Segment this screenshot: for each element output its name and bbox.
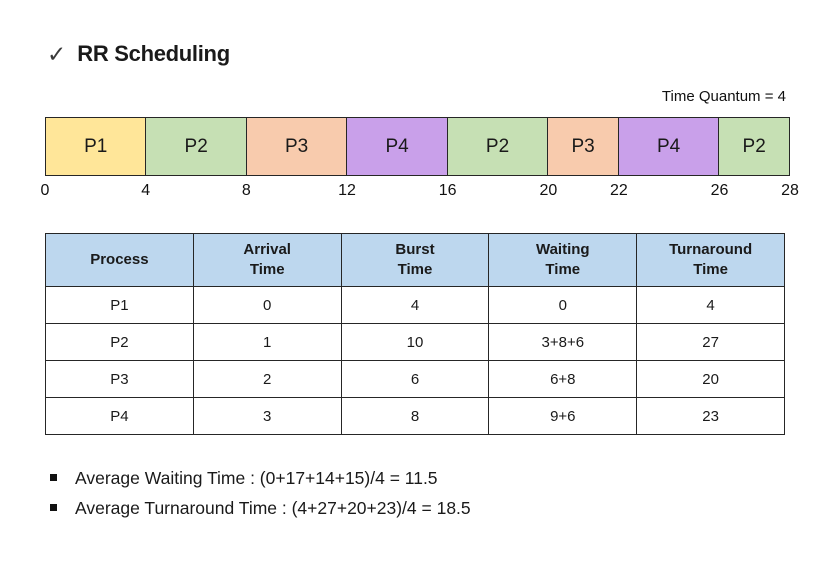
table-row: P3 2 6 6+8 20	[45, 360, 785, 398]
timeline-tick-16: 16	[438, 182, 457, 199]
table-cell: 9+6	[488, 397, 638, 435]
gantt-timeline: 0 4 8 12 16 20 22 26 28	[41, 182, 799, 204]
checkmark-icon: ✓	[47, 40, 67, 67]
table-header-cell: Burst Time	[340, 233, 490, 287]
gantt-segment-p2-4: P2	[447, 118, 549, 175]
gantt-segment-p2-1: P2	[146, 118, 247, 175]
timeline-tick-26: 26	[710, 182, 729, 199]
summary-bullets: Average Waiting Time : (0+17+14+15)/4 = …	[49, 466, 471, 527]
page-title: ✓ RR Scheduling	[47, 41, 230, 67]
table-cell: 27	[636, 323, 785, 361]
time-quantum-label: Time Quantum = 4	[661, 88, 786, 105]
timeline-tick-4: 4	[141, 182, 151, 199]
table-header-cell: Waiting Time	[488, 233, 638, 287]
timeline-tick-12: 12	[338, 182, 356, 199]
table-cell: 0	[192, 286, 342, 324]
timeline-tick-0: 0	[40, 182, 50, 199]
gantt-segment-p3-2: P3	[246, 118, 348, 175]
table-cell: 4	[636, 286, 785, 324]
table-header-row: Process Arrival Time Burst Time Waiting Tim…	[45, 233, 785, 287]
table-cell: P4	[45, 397, 194, 435]
gantt-chart: P1 P2 P3 P4 P2 P3 P4 P2	[45, 117, 790, 176]
gantt-segment-p2-7: P2	[719, 118, 789, 175]
timeline-tick-8: 8	[241, 182, 251, 199]
bullet-text: Average Waiting Time : (0+17+14+15)/4 = …	[75, 468, 438, 488]
table-cell: 3	[192, 397, 342, 435]
timeline-tick-28: 28	[781, 182, 799, 199]
table-header-cell: Arrival Time	[192, 233, 342, 287]
bullet-square-icon	[50, 504, 57, 512]
table-cell: 3+8+6	[488, 323, 638, 361]
table-row: P1 0 4 0 4	[45, 286, 785, 324]
table-header-cell: Turnaround Time	[636, 233, 785, 287]
table-row: P4 3 8 9+6 23	[45, 397, 785, 435]
table-header-cell: Process	[45, 233, 194, 287]
table-cell: P2	[45, 323, 194, 361]
bullet-item: Average Turnaround Time : (4+27+20+23)/4…	[49, 496, 471, 521]
table-row: P2 1 10 3+8+6 27	[45, 323, 785, 361]
gantt-segment-label: P2	[485, 135, 510, 157]
gantt-segment-p3-5: P3	[548, 118, 619, 175]
title-text: RR Scheduling	[77, 41, 230, 66]
table-cell: 1	[192, 323, 342, 361]
timeline-tick-20: 20	[539, 182, 558, 199]
process-table: Process Arrival Time Burst Time Waiting Tim…	[45, 233, 785, 435]
gantt-segment-label: P3	[285, 135, 309, 157]
gantt-segment-p4-3: P4	[347, 118, 448, 175]
table-cell: 8	[340, 397, 490, 435]
table-cell: 4	[340, 286, 490, 324]
gantt-segment-p1-0: P1	[46, 118, 147, 175]
bullet-text: Average Turnaround Time : (4+27+20+23)/4…	[75, 498, 471, 519]
table-cell: 20	[636, 360, 785, 398]
table-cell: 0	[488, 286, 638, 324]
table-cell: 23	[636, 397, 785, 435]
gantt-segment-label: P2	[184, 135, 208, 157]
table-cell: 2	[192, 360, 342, 398]
gantt-segment-label: P1	[84, 135, 108, 157]
gantt-segment-p4-6: P4	[618, 118, 720, 175]
table-cell: 6+8	[488, 360, 638, 398]
bullet-item: Average Waiting Time : (0+17+14+15)/4 = …	[49, 466, 471, 491]
gantt-segment-label: P4	[385, 135, 409, 157]
gantt-segment-label: P2	[742, 135, 766, 157]
gantt-segment-label: P4	[656, 135, 681, 157]
timeline-tick-22: 22	[609, 182, 628, 199]
table-cell: P1	[45, 286, 194, 324]
table-cell: 6	[340, 360, 490, 398]
gantt-segment-label: P3	[571, 135, 595, 157]
bullet-square-icon	[50, 474, 57, 481]
table-cell: P3	[45, 360, 194, 398]
table-cell: 10	[340, 323, 490, 361]
